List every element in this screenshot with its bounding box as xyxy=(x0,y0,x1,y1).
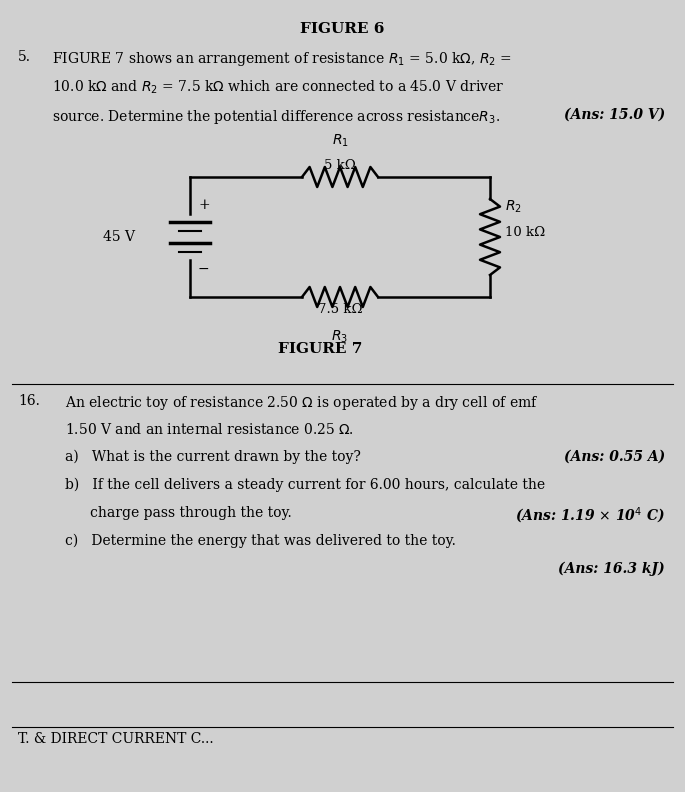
Text: An electric toy of resistance 2.50 $\Omega$ is operated by a dry cell of emf: An electric toy of resistance 2.50 $\Ome… xyxy=(65,394,538,412)
Text: (Ans: 15.0 V): (Ans: 15.0 V) xyxy=(564,108,665,122)
Text: 5 kΩ: 5 kΩ xyxy=(324,159,356,172)
Text: 5.: 5. xyxy=(18,50,31,64)
Text: +: + xyxy=(198,198,210,212)
Text: 7.5 kΩ: 7.5 kΩ xyxy=(318,303,362,316)
Text: 10.0 k$\Omega$ and $R_2$ = 7.5 k$\Omega$ which are connected to a 45.0 V driver: 10.0 k$\Omega$ and $R_2$ = 7.5 k$\Omega$… xyxy=(52,79,504,97)
Text: $R_3$: $R_3$ xyxy=(332,329,349,345)
Text: (Ans: 1.19 $\times$ 10$^4$ C): (Ans: 1.19 $\times$ 10$^4$ C) xyxy=(515,506,665,526)
Text: 10 kΩ: 10 kΩ xyxy=(505,226,545,238)
Text: 45 V: 45 V xyxy=(103,230,135,244)
Text: c)   Determine the energy that was delivered to the toy.: c) Determine the energy that was deliver… xyxy=(65,534,456,548)
Text: FIGURE 7 shows an arrangement of resistance $R_1$ = 5.0 k$\Omega$, $R_2$ =: FIGURE 7 shows an arrangement of resista… xyxy=(52,50,512,68)
Text: $R_2$: $R_2$ xyxy=(505,199,522,215)
Text: FIGURE 6: FIGURE 6 xyxy=(300,22,385,36)
Text: FIGURE 7: FIGURE 7 xyxy=(278,342,362,356)
Text: (Ans: 16.3 kJ): (Ans: 16.3 kJ) xyxy=(558,562,665,577)
Text: −: − xyxy=(198,262,210,276)
Text: b)   If the cell delivers a steady current for 6.00 hours, calculate the: b) If the cell delivers a steady current… xyxy=(65,478,545,493)
Text: charge pass through the toy.: charge pass through the toy. xyxy=(90,506,292,520)
Text: (Ans: 0.55 A): (Ans: 0.55 A) xyxy=(564,450,665,464)
Text: $R_1$: $R_1$ xyxy=(332,132,349,149)
Text: source. Determine the potential difference across resistance$R_3$.: source. Determine the potential differen… xyxy=(52,108,500,126)
Text: a)   What is the current drawn by the toy?: a) What is the current drawn by the toy? xyxy=(65,450,361,464)
Text: 16.: 16. xyxy=(18,394,40,408)
Text: T. & DIRECT CURRENT C...: T. & DIRECT CURRENT C... xyxy=(18,732,214,746)
Text: 1.50 V and an internal resistance 0.25 $\Omega$.: 1.50 V and an internal resistance 0.25 $… xyxy=(65,422,354,437)
